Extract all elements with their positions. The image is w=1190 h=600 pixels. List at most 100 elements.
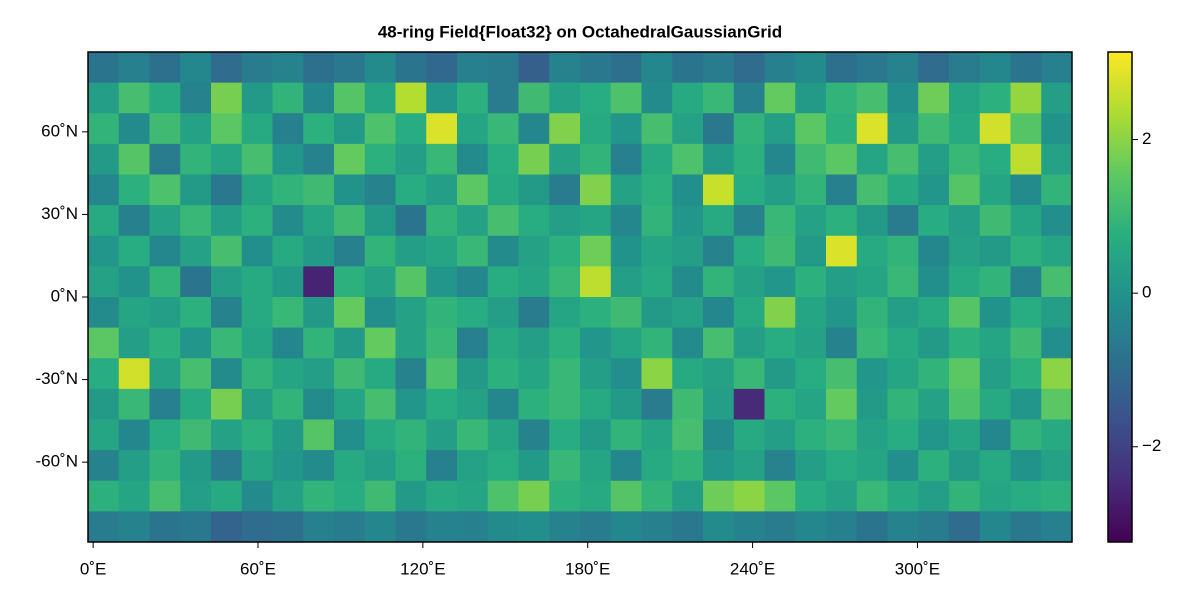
heatmap-cell xyxy=(303,358,335,390)
heatmap-cell xyxy=(272,297,304,329)
heatmap-cell xyxy=(641,174,673,206)
heatmap-cell xyxy=(826,205,858,237)
heatmap-cell xyxy=(241,113,273,145)
heatmap-cell xyxy=(733,297,765,329)
heatmap-cell xyxy=(88,82,120,114)
heatmap-cell xyxy=(610,235,642,267)
heatmap-cell xyxy=(426,52,458,84)
heatmap-cell xyxy=(703,143,735,175)
heatmap-cell xyxy=(949,205,981,237)
heatmap-cell xyxy=(1010,480,1042,512)
heatmap-cell xyxy=(334,266,366,298)
heatmap-cell xyxy=(887,205,919,237)
heatmap-cell xyxy=(610,174,642,206)
heatmap-cell xyxy=(303,327,335,359)
heatmap-cell xyxy=(395,235,427,267)
heatmap-cell xyxy=(549,82,581,114)
heatmap-cell xyxy=(580,388,612,420)
heatmap-cell xyxy=(641,419,673,451)
heatmap-cell xyxy=(426,327,458,359)
heatmap-cell xyxy=(395,419,427,451)
heatmap-cell xyxy=(364,388,396,420)
heatmap-cell xyxy=(241,266,273,298)
heatmap-cell xyxy=(887,327,919,359)
heatmap-cell xyxy=(549,480,581,512)
heatmap-cell xyxy=(918,480,950,512)
heatmap-cell xyxy=(211,327,243,359)
heatmap-cell xyxy=(672,113,704,145)
heatmap-cell xyxy=(580,82,612,114)
heatmap-cell xyxy=(610,388,642,420)
heatmap-cell xyxy=(180,450,212,482)
heatmap-cell xyxy=(241,450,273,482)
heatmap-cell xyxy=(703,266,735,298)
heatmap-cell xyxy=(610,511,642,543)
heatmap-cell xyxy=(764,419,796,451)
heatmap-cell xyxy=(795,113,827,145)
heatmap-cell xyxy=(856,480,888,512)
heatmap-cell xyxy=(303,450,335,482)
heatmap-cell xyxy=(826,113,858,145)
heatmap-cell xyxy=(580,480,612,512)
heatmap-cell xyxy=(549,143,581,175)
heatmap-cell xyxy=(887,235,919,267)
heatmap-cell xyxy=(1041,388,1073,420)
heatmap-cell xyxy=(487,327,519,359)
x-tick-label: 240˚E xyxy=(730,559,775,578)
heatmap-cell xyxy=(949,174,981,206)
heatmap-cell xyxy=(795,511,827,543)
heatmap-cell xyxy=(733,388,765,420)
heatmap-cell xyxy=(826,82,858,114)
heatmap-cell xyxy=(610,419,642,451)
heatmap-cell xyxy=(580,419,612,451)
heatmap-cell xyxy=(395,266,427,298)
heatmap-cell xyxy=(918,450,950,482)
heatmap-cell xyxy=(303,113,335,145)
heatmap-cell xyxy=(303,235,335,267)
heatmap-cell xyxy=(180,388,212,420)
heatmap-cell xyxy=(487,266,519,298)
heatmap-cell xyxy=(949,358,981,390)
heatmap-cell xyxy=(549,419,581,451)
heatmap-cell xyxy=(1010,358,1042,390)
heatmap-cell xyxy=(180,297,212,329)
heatmap-cell xyxy=(795,450,827,482)
heatmap-cell xyxy=(641,52,673,84)
heatmap-cell xyxy=(1010,266,1042,298)
heatmap-cell xyxy=(856,266,888,298)
heatmap-cell xyxy=(395,52,427,84)
heatmap-cell xyxy=(641,235,673,267)
heatmap-cell xyxy=(88,174,120,206)
heatmap-cell xyxy=(580,511,612,543)
heatmap-cell xyxy=(672,235,704,267)
heatmap-cell xyxy=(241,511,273,543)
heatmap-cell xyxy=(88,511,120,543)
heatmap-cell xyxy=(88,358,120,390)
heatmap-cell xyxy=(641,358,673,390)
heatmap-cell xyxy=(1010,327,1042,359)
heatmap-cell xyxy=(610,143,642,175)
x-tick-label: 0˚E xyxy=(80,559,106,578)
heatmap-cell xyxy=(303,82,335,114)
x-tick-label: 60˚E xyxy=(240,559,276,578)
heatmap-cell xyxy=(211,235,243,267)
heatmap-cell xyxy=(518,297,550,329)
heatmap-cell xyxy=(610,480,642,512)
heatmap-cell xyxy=(518,358,550,390)
heatmap-cell xyxy=(1010,82,1042,114)
heatmap-cell xyxy=(826,174,858,206)
heatmap-cell xyxy=(672,388,704,420)
heatmap-cell xyxy=(272,82,304,114)
heatmap-cell xyxy=(856,174,888,206)
heatmap-cell xyxy=(672,266,704,298)
heatmap-cell xyxy=(334,205,366,237)
heatmap-cell xyxy=(426,113,458,145)
heatmap-cell xyxy=(979,358,1011,390)
heatmap-cell xyxy=(211,480,243,512)
heatmap-cell xyxy=(979,297,1011,329)
heatmap-cell xyxy=(672,174,704,206)
heatmap-cell xyxy=(334,82,366,114)
heatmap-cell xyxy=(487,480,519,512)
heatmap-cell xyxy=(272,174,304,206)
heatmap-cell xyxy=(149,358,181,390)
